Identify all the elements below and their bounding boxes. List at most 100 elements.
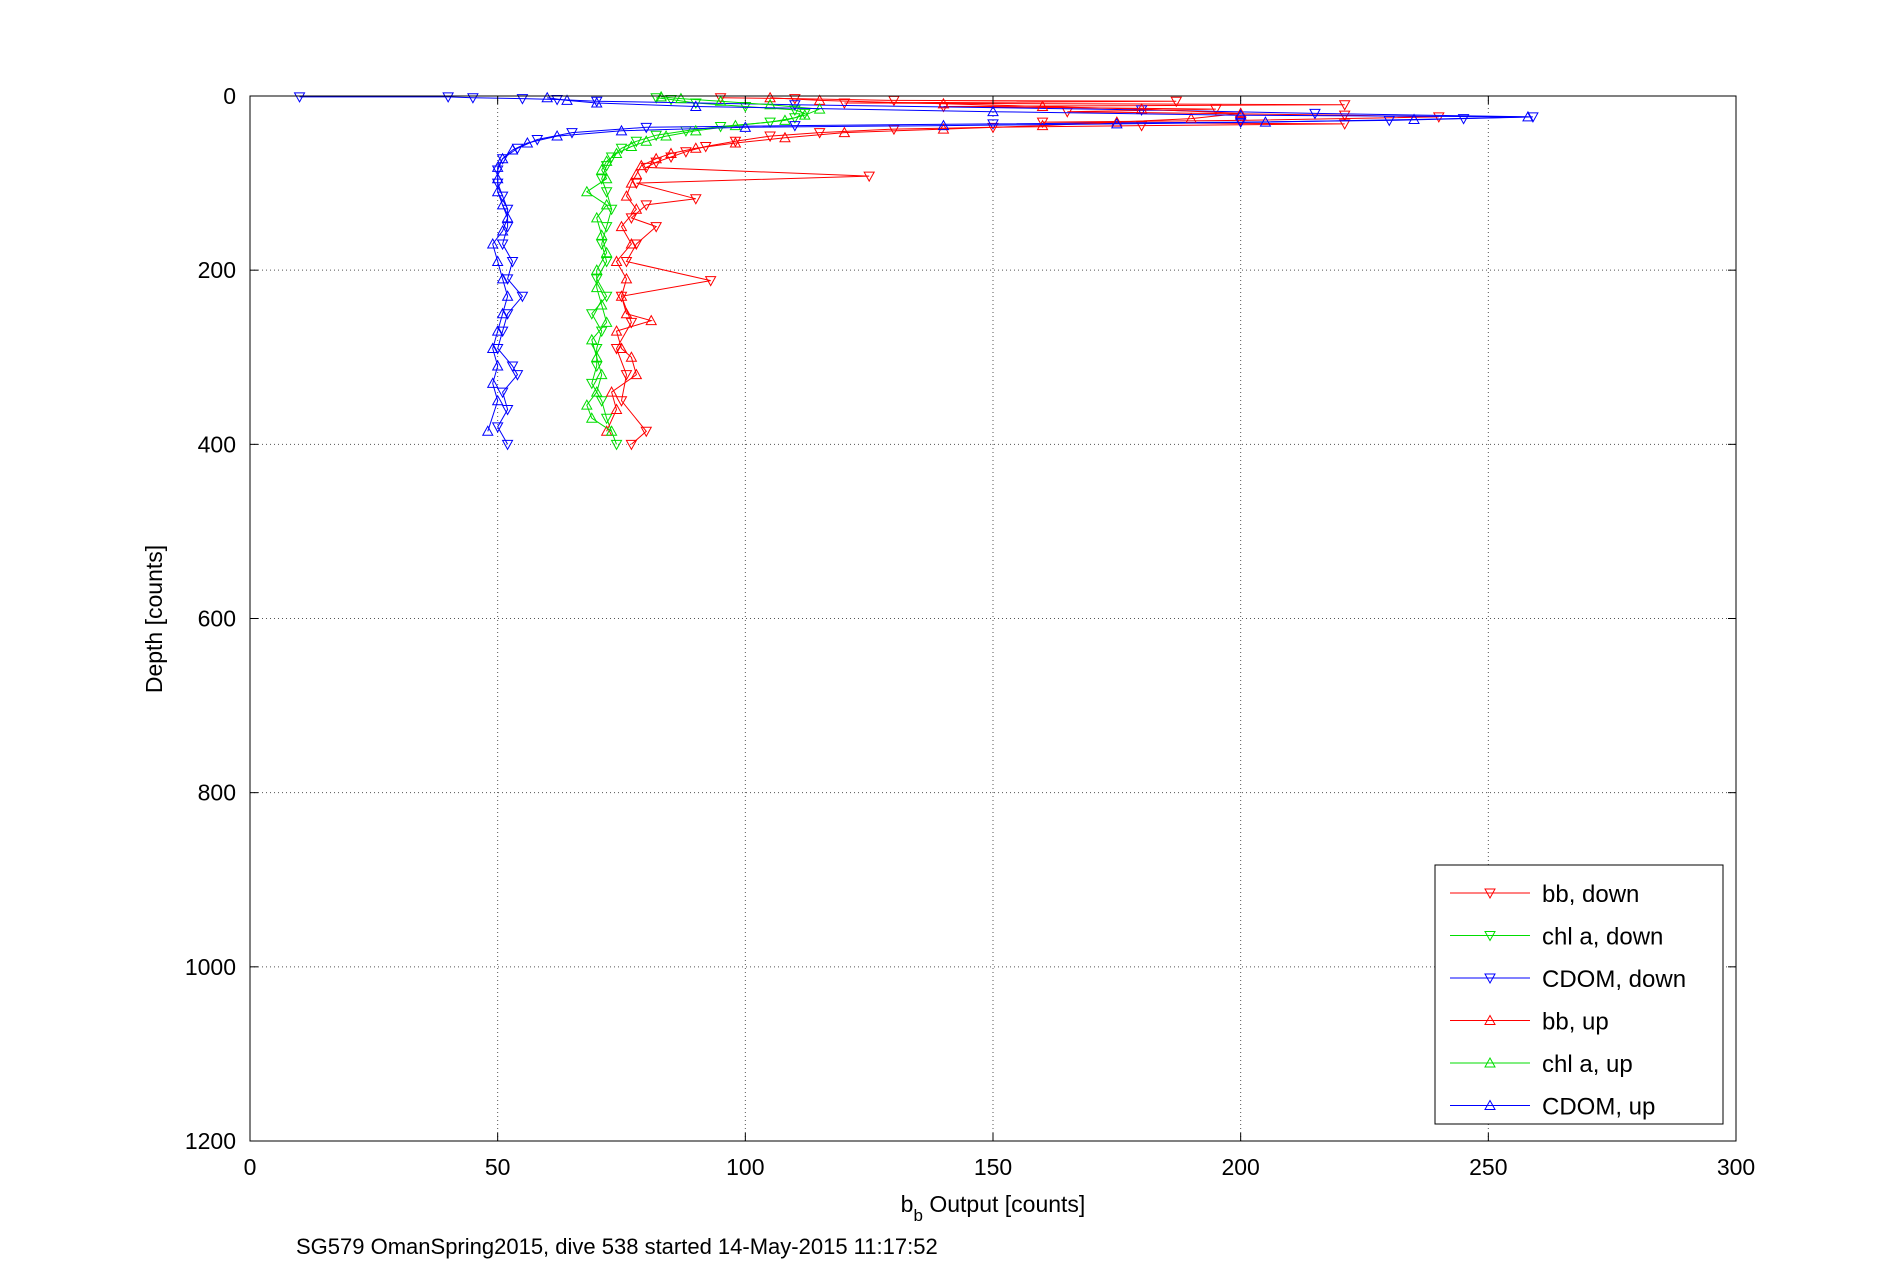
y-tick-label: 0	[223, 83, 236, 109]
series-chl-a-up	[580, 90, 826, 436]
data-point-chl-a-up	[590, 281, 603, 293]
data-point-cdom-down	[501, 405, 514, 416]
data-point-cdom-up	[496, 198, 509, 210]
data-point-cdom-up	[496, 307, 509, 319]
data-point-bb-down	[704, 276, 717, 287]
data-point-chl-a-up	[595, 298, 608, 310]
data-point-chl-a-down	[650, 130, 663, 142]
data-point-bb-down	[640, 200, 653, 211]
data-series	[293, 90, 1539, 451]
series-cdom-up	[481, 91, 1534, 436]
data-point-cdom-down	[987, 119, 999, 130]
data-point-chl-a-up	[590, 351, 603, 362]
data-point-bb-down	[650, 222, 663, 233]
data-point-bb-up	[1135, 103, 1148, 114]
legend-label: chl a, down	[1542, 924, 1663, 951]
data-point-cdom-down	[491, 344, 504, 355]
data-point-chl-a-up	[585, 333, 598, 345]
data-point-bb-up	[630, 368, 643, 380]
legend: bb, down chl a, down CDOM, down bb, up chl a…	[1434, 864, 1724, 1125]
data-point-bb-down	[1170, 96, 1183, 108]
data-point-bb-down	[1234, 115, 1247, 127]
data-point-chl-a-up	[610, 147, 623, 158]
data-point-bb-up	[1036, 100, 1049, 111]
data-point-cdom-down	[516, 94, 529, 105]
data-point-bb-up	[779, 131, 791, 143]
data-point-cdom-up	[1234, 109, 1247, 120]
data-point-chl-a-up	[600, 316, 613, 327]
data-point-cdom-down	[501, 439, 514, 451]
data-point-bb-up	[838, 126, 851, 138]
data-point-cdom-up	[551, 130, 563, 141]
data-point-bb-down	[615, 396, 628, 407]
data-point-cdom-up	[496, 152, 509, 164]
x-tick-label: 200	[1221, 1154, 1259, 1180]
data-point-chl-a-down	[585, 309, 598, 320]
data-point-cdom-up	[689, 100, 702, 111]
legend-marker	[1484, 973, 1496, 985]
data-point-chl-a-up	[590, 211, 603, 223]
data-point-cdom-down	[293, 92, 306, 103]
data-point-cdom-down	[496, 191, 509, 203]
data-point-bb-up	[610, 325, 623, 336]
legend-label: bb, up	[1542, 1009, 1609, 1036]
data-point-cdom-up	[486, 238, 499, 249]
data-point-bb-down	[1036, 117, 1049, 129]
data-point-cdom-down	[501, 204, 514, 216]
data-point-bb-up	[1110, 116, 1123, 127]
data-point-chl-a-up	[660, 130, 672, 141]
data-point-cdom-down	[1527, 112, 1539, 123]
data-point-chl-a-down	[610, 439, 623, 451]
data-point-cdom-up	[491, 325, 504, 336]
data-point-bb-up	[625, 238, 638, 249]
data-point-cdom-up	[501, 290, 514, 301]
series-line-chl-a-down	[591, 97, 807, 445]
data-point-bb-up	[625, 177, 638, 188]
legend-label: bb, down	[1542, 881, 1639, 908]
data-point-cdom-up	[491, 185, 504, 197]
data-point-bb-up	[1234, 107, 1247, 118]
data-point-bb-up	[645, 314, 658, 326]
data-point-cdom-up	[506, 143, 519, 155]
data-point-cdom-up	[739, 121, 752, 132]
data-point-chl-a-up	[580, 399, 593, 410]
data-point-cdom-up	[501, 211, 514, 223]
y-tick-label: 200	[198, 257, 236, 283]
figure-caption: SG579 OmanSpring2015, dive 538 started 1…	[296, 1234, 938, 1259]
data-point-bb-down	[630, 239, 643, 251]
data-point-chl-a-up	[764, 98, 776, 110]
data-point-chl-a-down	[665, 94, 677, 106]
data-point-cdom-up	[486, 377, 499, 388]
data-point-bb-up	[689, 142, 702, 153]
data-point-chl-a-down	[600, 291, 613, 303]
data-point-cdom-up	[1110, 117, 1123, 129]
legend-item-bb-up: bb, up	[1450, 1009, 1609, 1036]
y-tick-label: 400	[198, 431, 236, 457]
data-point-bb-up	[665, 147, 677, 158]
data-point-cdom-down	[506, 361, 519, 372]
data-point-cdom-up	[491, 172, 504, 184]
data-point-bb-up	[625, 351, 638, 362]
series-bb-up	[600, 91, 1247, 436]
legend-marker	[1484, 888, 1496, 900]
data-point-chl-a-up	[798, 109, 811, 120]
data-point-bb-up	[620, 272, 633, 284]
legend-label: CDOM, up	[1542, 1094, 1655, 1121]
legend-item-cdom-down: CDOM, down	[1450, 966, 1686, 993]
data-point-bb-up	[610, 403, 623, 414]
data-point-bb-down	[714, 93, 727, 104]
data-point-bb-up	[635, 159, 648, 171]
data-point-chl-a-up	[580, 185, 593, 197]
data-point-cdom-up	[1522, 110, 1534, 122]
data-point-bb-up	[615, 342, 628, 354]
data-point-cdom-down	[501, 222, 514, 233]
data-point-bb-down	[1061, 107, 1074, 118]
data-point-chl-a-up	[595, 368, 608, 380]
x-tick-label: 250	[1469, 1154, 1507, 1180]
data-point-bb-down	[1210, 104, 1222, 116]
data-point-bb-up	[937, 123, 950, 134]
legend-marker	[1484, 931, 1496, 942]
data-point-bb-down	[630, 178, 643, 190]
legend-item-bb-down: bb, down	[1450, 881, 1639, 908]
data-point-cdom-down	[566, 128, 578, 139]
